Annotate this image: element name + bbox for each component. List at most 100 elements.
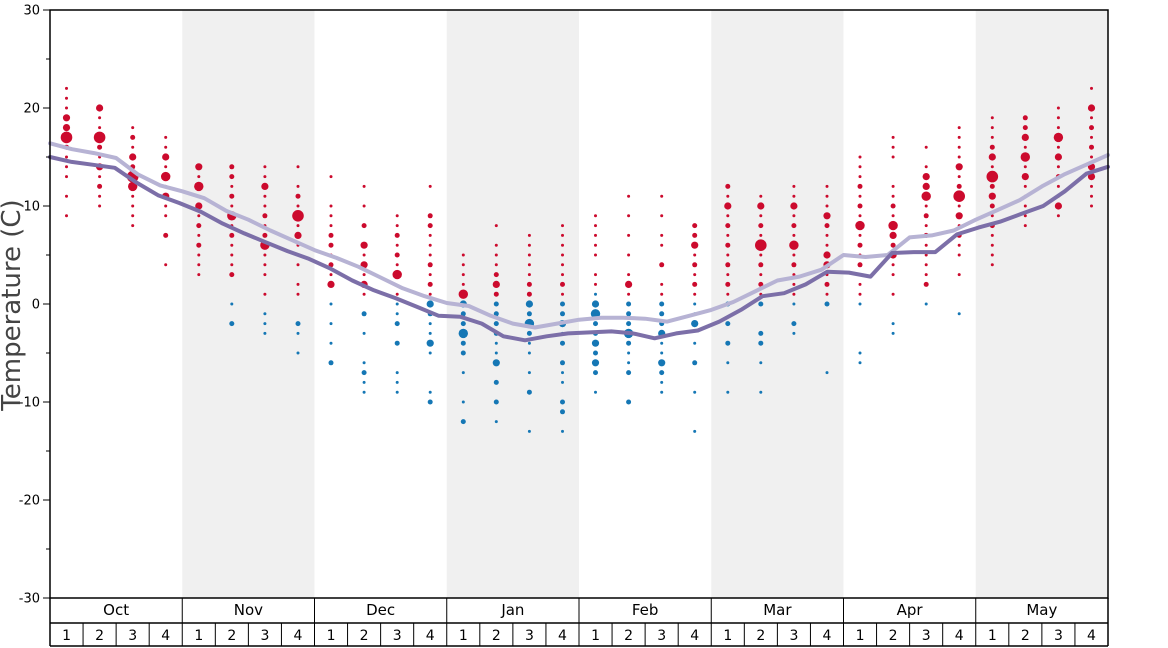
temperature-dot [494,243,498,247]
temperature-dot [197,233,201,237]
temperature-dot [426,339,434,347]
temperature-dot [591,339,600,347]
temperature-dot [526,389,532,395]
temperature-dot [327,280,335,288]
temperature-dot [362,390,366,394]
temperature-dot [328,232,334,238]
temperature-dot [362,331,366,335]
y-tick-label: -10 [19,396,40,411]
temperature-dot [989,144,995,150]
temperature-dot [924,253,928,257]
temperature-dot [262,232,268,238]
temperature-dot [594,390,597,394]
temperature-dot [1022,125,1028,131]
temperature-dot [261,182,269,190]
temperature-dot [361,223,367,229]
temperature-dot [1022,115,1028,121]
temperature-dot [395,380,399,384]
temperature-dot [329,341,333,345]
temperature-dot [296,204,300,208]
temperature-dot [395,302,399,306]
temperature-dot [791,262,797,268]
temperature-dot [362,253,366,257]
temperature-dot [1056,184,1060,188]
temperature-dot [726,253,730,257]
temperature-dot [924,204,928,208]
temperature-dot [591,359,600,367]
y-axis: 30 20 10 0 -10 -20 -30 [19,4,50,607]
temperature-dot [62,114,71,122]
temperature-dot [693,273,697,277]
temperature-dot [957,253,961,257]
week-label: 4 [558,628,567,644]
temperature-dot [494,253,498,257]
temperature-dot [857,203,863,209]
temperature-dot [725,242,731,248]
temperature-dot [1090,194,1093,198]
temperature-dot [755,239,767,251]
temperature-dot [427,399,433,405]
temperature-dot [1087,104,1096,112]
temperature-dot [196,242,202,248]
temperature-dot [263,312,267,316]
temperature-dot [263,165,267,169]
temperature-dot [263,204,267,208]
temperature-dot [759,273,763,277]
upper-average-line [48,141,1110,330]
temperature-dot [758,281,764,287]
temperature-dot [923,213,929,219]
week-label: 1 [591,628,600,644]
temperature-dot [361,370,367,376]
temperature-dot [65,214,68,218]
temperature-dot [660,214,664,218]
temperature-dot [691,320,699,328]
temperature-dot [990,116,994,120]
temperature-dot [460,350,466,356]
temperature-dot [428,322,432,326]
temperature-dot [1054,202,1062,210]
temperature-dot [164,135,168,139]
temperature-dot [461,371,465,375]
temperature-dot [758,340,764,346]
temperature-dot [858,282,862,286]
temperature-dot [492,280,500,288]
temperature-dot [428,184,432,188]
temperature-dot [131,224,135,228]
temperature-dot [196,223,202,229]
temperature-dot [759,194,763,198]
temperature-dot [230,243,234,247]
temperature-dot [921,191,931,201]
temperature-dot [627,194,631,198]
temperature-dot [494,224,498,228]
temperature-dot [758,301,764,307]
temperature-dot [560,311,565,317]
temperature-dot [792,302,796,306]
temperature-dot [1056,126,1060,130]
month-label-dec: Dec [366,601,395,619]
temperature-dot [428,292,432,296]
temperature-dot [426,300,434,308]
temperature-dot [986,170,999,183]
temperature-dot [726,273,730,277]
temperature-dot [294,231,302,239]
temperature-dot [1090,116,1093,120]
temperature-dot [660,390,664,394]
temperature-dot [98,116,102,120]
month-label-oct: Oct [103,601,129,619]
temperature-dot [957,175,961,179]
temperature-dot [428,233,432,237]
temperature-dot [692,232,698,238]
temperature-dot [725,281,731,287]
temperature-dot [924,273,928,277]
temperature-dot [395,312,399,316]
temperature-dot [692,262,698,268]
week-label: 4 [955,628,964,644]
temperature-dot [792,253,796,257]
temperature-dot [1023,184,1027,188]
temperature-dot [891,135,895,139]
temperature-dot [1053,132,1064,143]
temperature-dot [561,263,564,267]
temperature-dot [130,134,136,140]
temperature-dot [128,181,138,192]
temperature-dot [96,104,104,112]
